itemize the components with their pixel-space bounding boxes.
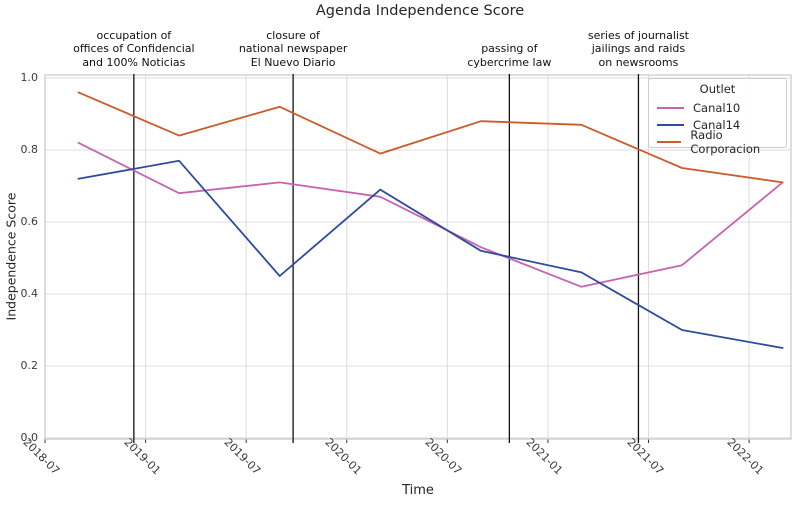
y-tick-label: 0.4 xyxy=(20,287,39,300)
event-annotation: series of journalist jailings and raids … xyxy=(587,28,690,69)
series-line-canal14 xyxy=(77,159,784,349)
event-annotation: passing of cybercrime law xyxy=(467,42,552,69)
y-tick-label: 0.8 xyxy=(20,143,39,156)
legend-swatch xyxy=(657,123,684,126)
legend-swatch xyxy=(657,140,682,143)
event-annotation: occupation of offices of Confidencial an… xyxy=(73,28,195,69)
chart-title: Agenda Independence Score xyxy=(315,3,525,19)
legend: Outlet Canal10 Canal14 Radio Corporacion xyxy=(648,78,787,156)
y-tick-label: 0.2 xyxy=(20,359,39,372)
legend-label: Radio Corporacion xyxy=(690,127,761,156)
legend-swatch xyxy=(657,106,684,109)
y-tick-label: 1.0 xyxy=(20,71,39,84)
y-axis-label: Independence Score xyxy=(3,192,19,321)
series-line-radio-corporacion xyxy=(77,91,784,184)
plot-border xyxy=(44,74,792,440)
legend-item: Radio Corporacion xyxy=(649,128,786,156)
legend-item: Canal14 xyxy=(649,116,786,133)
legend-label: Canal10 xyxy=(693,100,741,115)
y-tick-label: 0.0 xyxy=(20,431,39,444)
series-line-canal10 xyxy=(77,141,784,288)
event-annotation: closure of national newspaper El Nuevo D… xyxy=(238,28,348,69)
legend-title: Outlet xyxy=(699,82,736,96)
legend-label: Canal14 xyxy=(693,117,741,132)
y-tick-label: 0.6 xyxy=(20,215,39,228)
legend-item: Canal10 xyxy=(649,99,786,116)
x-axis-label: Time xyxy=(402,483,434,498)
